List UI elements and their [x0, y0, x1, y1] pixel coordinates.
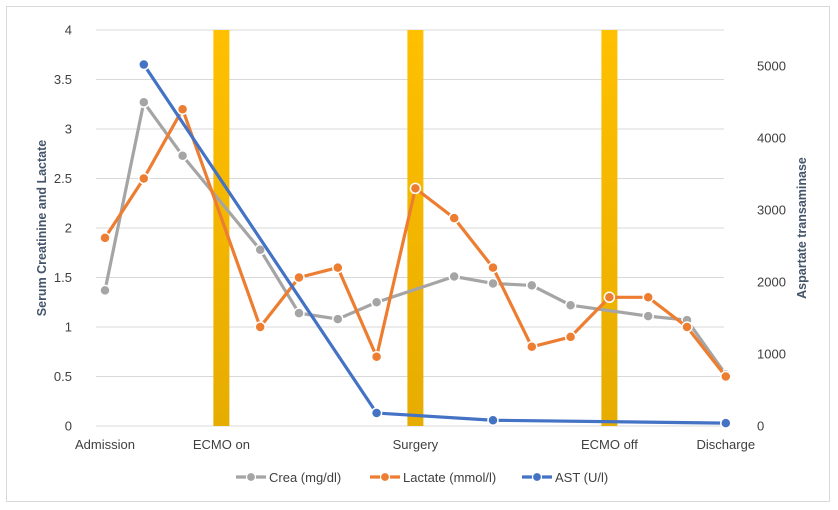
- ast-legend-marker: [531, 471, 543, 483]
- y-tick-label: 1.5: [54, 270, 72, 285]
- lactate-point: [526, 341, 538, 353]
- ast-point: [370, 407, 383, 419]
- y-tick-label: 3: [65, 122, 72, 137]
- lactate-point: [99, 232, 111, 244]
- y-tick-label: 1: [65, 320, 72, 335]
- crea-point: [564, 299, 577, 311]
- x-tick-label: Admission: [75, 437, 135, 452]
- y2-tick-label: 3000: [757, 203, 786, 218]
- legend-label: Crea (mg/dl): [269, 470, 341, 485]
- y-tick-label: 0: [65, 419, 72, 434]
- crea-point: [99, 284, 111, 297]
- y-tick-label: 0.5: [54, 369, 72, 384]
- lactate-point: [487, 261, 499, 274]
- x-axis-ticks: Admission ECMO on Surgery ECMO off Discharge: [75, 437, 755, 452]
- lactate-point: [448, 212, 460, 224]
- crea-point: [448, 270, 460, 283]
- y2-axis-title: Aspartate transaminase: [795, 157, 809, 299]
- series-lines: [99, 58, 732, 429]
- lactate-point: [254, 321, 266, 333]
- lactate-point: [720, 370, 732, 383]
- ast-point: [720, 417, 732, 429]
- crea-point: [332, 313, 344, 325]
- crea-point: [138, 96, 150, 109]
- x-tick-label: ECMO off: [581, 437, 638, 452]
- lactate-point: [409, 182, 422, 195]
- event-band: [407, 30, 424, 426]
- crea-point: [526, 279, 538, 292]
- y-tick-label: 4: [65, 23, 72, 38]
- y2-tick-label: 0: [757, 419, 764, 434]
- ast-point: [138, 58, 150, 71]
- crea-legend-marker: [245, 471, 257, 483]
- lactate-point: [293, 271, 305, 284]
- event-band: [601, 30, 618, 426]
- x-tick-label: ECMO on: [193, 437, 250, 452]
- lactate-point: [642, 291, 654, 304]
- crea-point: [293, 307, 305, 319]
- legend: Crea (mg/dl) Lactate (mmol/l) AST (U/l): [236, 470, 608, 485]
- lactate-point: [332, 261, 344, 274]
- ast-line: [142, 62, 728, 425]
- event-band: [213, 30, 230, 426]
- crea-point: [254, 244, 266, 256]
- lactate-point: [176, 103, 189, 115]
- y2-tick-label: 2000: [757, 275, 786, 290]
- event-bands: [213, 30, 618, 426]
- lactate-line: [103, 107, 728, 379]
- y2-tick-label: 1000: [757, 347, 786, 362]
- y-tick-label: 2: [65, 221, 72, 236]
- y-tick-label: 2.5: [54, 171, 72, 186]
- right-axis-ticks: 0 1000 2000 3000 4000 5000: [757, 59, 786, 434]
- y2-tick-label: 4000: [757, 131, 786, 146]
- left-axis-ticks: 0 0.5 1 1.5 2 2.5 3 3.5 4: [54, 23, 72, 434]
- crea-point: [642, 310, 654, 322]
- lactate-point: [564, 331, 577, 343]
- x-tick-label: Surgery: [393, 437, 439, 452]
- legend-label: AST (U/l): [555, 470, 608, 485]
- lactate-point: [138, 172, 150, 185]
- y2-tick-label: 5000: [757, 59, 786, 74]
- y-axis-title: Serum Creatinine and Lactate: [35, 140, 49, 316]
- x-tick-label: Discharge: [697, 437, 756, 452]
- crea-point: [370, 296, 383, 308]
- legend-label: Lactate (mmol/l): [403, 470, 496, 485]
- crea-point: [487, 277, 499, 290]
- lactate-legend-marker: [379, 471, 391, 483]
- crea-point: [176, 149, 189, 162]
- y-tick-label: 3.5: [54, 72, 72, 87]
- lactate-point: [370, 350, 383, 363]
- ast-point: [487, 414, 499, 426]
- lactate-point: [681, 321, 693, 333]
- crea-line: [103, 100, 728, 377]
- lactate-point: [603, 291, 616, 304]
